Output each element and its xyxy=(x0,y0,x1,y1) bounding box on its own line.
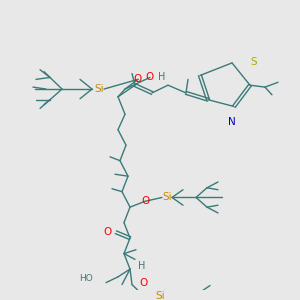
Text: Si: Si xyxy=(162,193,172,202)
Text: O: O xyxy=(140,278,148,288)
Text: O: O xyxy=(141,196,149,206)
Text: O: O xyxy=(134,74,142,84)
Text: S: S xyxy=(251,57,257,67)
Text: O: O xyxy=(104,227,112,237)
Text: O: O xyxy=(146,72,154,82)
Text: Si: Si xyxy=(155,291,165,300)
Text: Si: Si xyxy=(94,84,104,94)
Text: N: N xyxy=(228,117,236,127)
Text: H: H xyxy=(138,261,146,271)
Text: H: H xyxy=(158,72,166,82)
Text: HO: HO xyxy=(79,274,93,283)
